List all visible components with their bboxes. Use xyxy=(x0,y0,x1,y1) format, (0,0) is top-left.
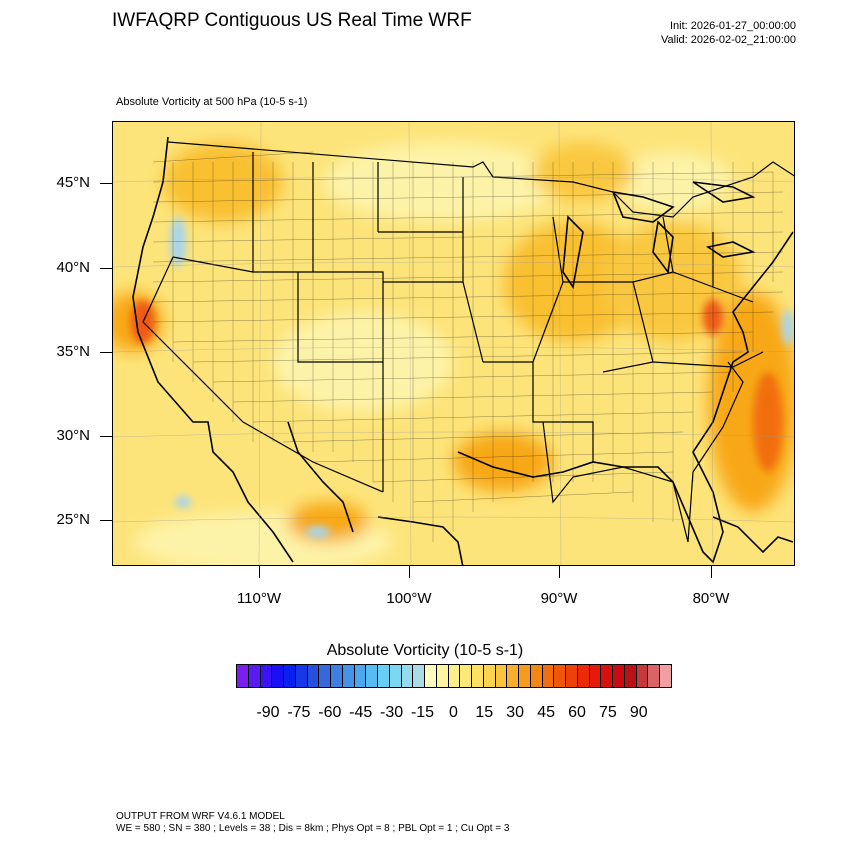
colorbar-swatch xyxy=(648,665,660,687)
colorbar-tick-label: -60 xyxy=(318,704,342,721)
colorbar-swatch xyxy=(342,665,355,687)
colorbar-tick-label: 15 xyxy=(475,704,494,721)
colorbar-tick-label: -75 xyxy=(287,704,311,721)
field-patch xyxy=(782,309,794,345)
lat-tick xyxy=(100,352,112,353)
colorbar-swatch xyxy=(354,665,367,687)
field-patch xyxy=(170,217,186,267)
colorbar-swatch xyxy=(260,665,273,687)
colorbar xyxy=(236,664,672,688)
colorbar-swatch xyxy=(589,665,602,687)
map-svg xyxy=(113,122,794,565)
colorbar-swatch xyxy=(660,665,671,687)
colorbar-tick-label: 90 xyxy=(629,704,648,721)
colorbar-tick-label: 0 xyxy=(448,704,458,721)
colorbar-tick-label: 60 xyxy=(568,704,586,721)
field-patch xyxy=(163,142,283,222)
colorbar-swatch xyxy=(636,665,649,687)
coastline xyxy=(132,136,794,565)
lat-label-40: 40°N xyxy=(56,259,90,276)
county-lines xyxy=(152,151,784,542)
colorbar-swatch xyxy=(530,665,543,687)
colorbar-swatch xyxy=(389,665,402,687)
state-boundaries xyxy=(142,141,794,543)
lat-tick xyxy=(100,436,112,437)
lon-label-80w: 80°W xyxy=(692,590,730,607)
colorbar-swatch xyxy=(472,665,484,687)
colorbar-tick-label: 30 xyxy=(506,704,525,721)
lon-tick xyxy=(559,566,560,578)
colorbar-swatch xyxy=(566,665,578,687)
colorbar-swatch xyxy=(460,665,472,687)
lat-tick xyxy=(100,268,112,269)
colorbar-swatch xyxy=(378,665,390,687)
field-patch xyxy=(175,496,191,508)
colorbar-swatch xyxy=(436,665,449,687)
field-patch xyxy=(533,142,633,202)
valid-time: Valid: 2026-02-02_21:00:00 xyxy=(661,34,796,46)
colorbar-swatch xyxy=(601,665,613,687)
colorbar-swatch xyxy=(483,665,496,687)
colorbar-swatch xyxy=(366,665,378,687)
lon-label-100w: 100°W xyxy=(386,590,432,607)
lat-label-45: 45°N xyxy=(56,174,90,191)
lat-label-35: 35°N xyxy=(56,343,90,360)
colorbar-swatch xyxy=(413,665,425,687)
colorbar-tick-label: -15 xyxy=(410,704,435,721)
field-patch xyxy=(753,372,783,472)
colorbar-swatch xyxy=(624,665,637,687)
graticule xyxy=(113,122,794,565)
colorbar-swatch xyxy=(331,665,343,687)
lon-label-90w: 90°W xyxy=(540,590,578,607)
colorbar-tick-label: 45 xyxy=(537,704,555,721)
lon-tick xyxy=(711,566,712,578)
colorbar-swatch xyxy=(519,665,531,687)
field-patch xyxy=(453,432,553,492)
lat-tick xyxy=(100,183,112,184)
plot-title: IWFAQRP Contiguous US Real Time WRF xyxy=(112,10,472,31)
colorbar-swatch xyxy=(577,665,590,687)
field-patch xyxy=(288,502,368,542)
colorbar-swatch xyxy=(272,665,284,687)
lon-tick xyxy=(259,566,260,578)
colorbar-swatch xyxy=(613,665,625,687)
footer-config-line: WE = 580 ; SN = 380 ; Levels = 38 ; Dis … xyxy=(116,823,510,834)
colorbar-swatch xyxy=(319,665,331,687)
colorbar-swatch xyxy=(542,665,555,687)
colorbar-tick-label: 75 xyxy=(598,704,617,721)
colorbar-tick-label: -45 xyxy=(349,704,373,721)
colorbar-swatch xyxy=(448,665,461,687)
colorbar-swatch xyxy=(507,665,519,687)
colorbar-swatch xyxy=(425,665,437,687)
lon-label-110w: 110°W xyxy=(236,590,282,607)
colorbar-swatch xyxy=(237,665,249,687)
map-panel xyxy=(112,121,795,566)
colorbar-tick-label: -30 xyxy=(380,704,404,721)
lon-tick xyxy=(409,566,410,578)
colorbar-swatch xyxy=(401,665,414,687)
lat-label-25: 25°N xyxy=(56,511,90,528)
field-patch xyxy=(323,142,563,222)
field-title: Absolute Vorticity at 500 hPa (10-5 s-1) xyxy=(116,96,308,108)
footer-model-line: OUTPUT FROM WRF V4.6.1 MODEL xyxy=(116,811,285,822)
colorbar-title: Absolute Vorticity (10-5 s-1) xyxy=(326,642,524,659)
colorbar-swatch xyxy=(248,665,261,687)
lat-label-30: 30°N xyxy=(56,427,90,444)
colorbar-swatch xyxy=(307,665,320,687)
colorbar-tick-label: -90 xyxy=(256,704,280,721)
colorbar-swatch xyxy=(284,665,296,687)
field-patch xyxy=(306,526,330,538)
init-time: Init: 2026-01-27_00:00:00 xyxy=(670,20,796,32)
lat-tick xyxy=(100,520,112,521)
colorbar-swatch xyxy=(554,665,566,687)
colorbar-swatch xyxy=(495,665,508,687)
colorbar-swatch xyxy=(295,665,308,687)
